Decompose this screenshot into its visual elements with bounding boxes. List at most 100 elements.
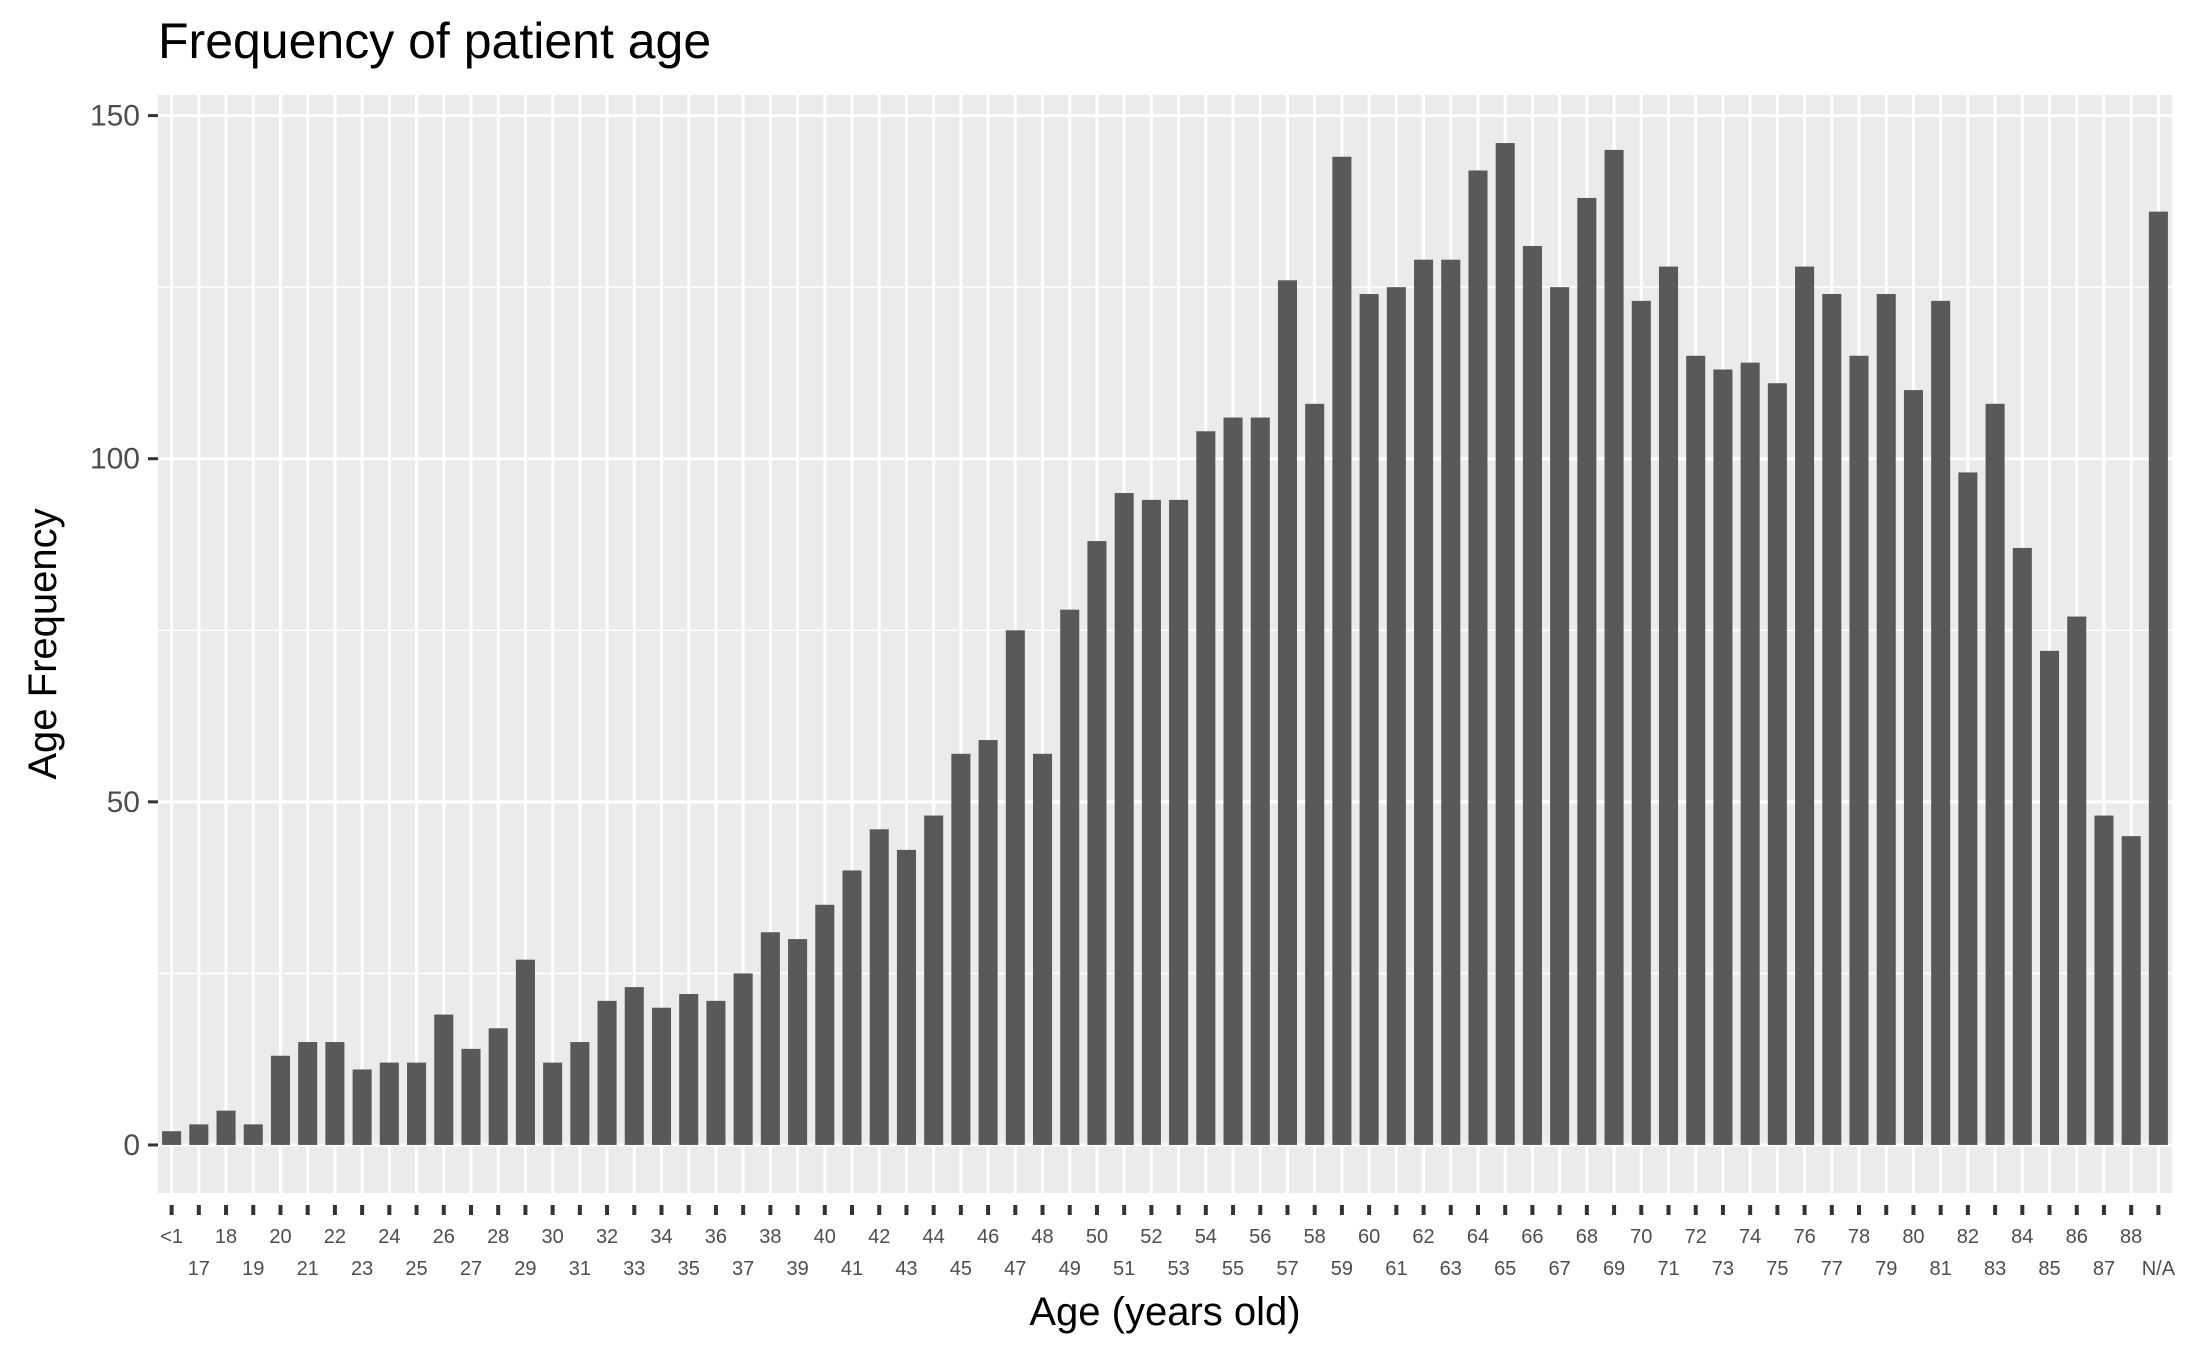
bar [1740, 362, 1760, 1145]
bar [760, 932, 780, 1145]
bar [951, 753, 971, 1145]
x-tick-label: 33 [623, 1258, 645, 1280]
x-tick-label: 53 [1167, 1258, 1189, 1280]
bar [1060, 609, 1080, 1145]
bar [1114, 493, 1134, 1145]
bar [706, 1000, 726, 1145]
x-tick-label: 81 [1930, 1258, 1952, 1280]
y-tick-label: 100 [90, 443, 140, 476]
bar [1822, 294, 1842, 1145]
bar [1931, 300, 1951, 1145]
x-tick-label: 26 [433, 1226, 455, 1248]
chart-title: Frequency of patient age [158, 13, 712, 69]
x-tick-label: 48 [1031, 1226, 1053, 1248]
bar [325, 1042, 345, 1145]
x-tick-label: 45 [950, 1258, 972, 1280]
x-tick-label: 84 [2011, 1226, 2033, 1248]
bar [1169, 499, 1189, 1145]
bar [978, 740, 998, 1145]
x-tick-label: 66 [1521, 1226, 1543, 1248]
x-tick-label: 86 [2066, 1226, 2088, 1248]
y-tick-label: 150 [90, 100, 140, 133]
bar [1468, 170, 1488, 1145]
bar [1550, 287, 1570, 1145]
x-tick-label: 35 [678, 1258, 700, 1280]
x-tick-label: 85 [2038, 1258, 2060, 1280]
bar [1223, 417, 1243, 1145]
bar [1277, 280, 1297, 1145]
bar [216, 1110, 236, 1145]
bar [1250, 417, 1270, 1145]
bar [1332, 156, 1352, 1145]
bar [679, 993, 699, 1145]
x-tick-label: 71 [1657, 1258, 1679, 1280]
bar [2148, 211, 2168, 1145]
bar [270, 1055, 290, 1145]
bar [869, 829, 889, 1145]
x-tick-label: 88 [2120, 1226, 2142, 1248]
x-tick-label: 31 [569, 1258, 591, 1280]
x-tick-label: 61 [1385, 1258, 1407, 1280]
x-tick-label: 39 [786, 1258, 808, 1280]
y-tick-label: 50 [107, 786, 140, 819]
bar [1386, 287, 1406, 1145]
bar [651, 1007, 672, 1145]
bar [2040, 650, 2060, 1145]
bar [352, 1069, 372, 1145]
x-tick-label: 80 [1902, 1226, 1924, 1248]
x-tick-label: 32 [596, 1226, 618, 1248]
x-tick-label: 70 [1630, 1226, 1652, 1248]
bar [461, 1048, 481, 1145]
x-tick-label: 27 [460, 1258, 482, 1280]
x-tick-label: 42 [868, 1226, 890, 1248]
x-tick-label: 29 [514, 1258, 536, 1280]
x-tick-label: 82 [1957, 1226, 1979, 1248]
bar [1196, 431, 1216, 1145]
bar [597, 1000, 617, 1145]
bar [815, 904, 835, 1145]
bar [1849, 355, 1869, 1145]
x-tick-label: 36 [705, 1226, 727, 1248]
x-tick-label: 40 [814, 1226, 836, 1248]
bar [624, 987, 644, 1145]
x-tick-label: 79 [1875, 1258, 1897, 1280]
x-tick-label: 67 [1549, 1258, 1571, 1280]
x-tick-label: 51 [1113, 1258, 1135, 1280]
y-axis: 0 50 100 150 [90, 100, 158, 1162]
x-tick-label: 77 [1821, 1258, 1843, 1280]
bar [1686, 355, 1706, 1145]
bar [1713, 369, 1733, 1145]
bar [2067, 616, 2087, 1145]
plot-panel [158, 95, 2172, 1193]
x-tick-label: 19 [242, 1258, 264, 1280]
x-tick-label: 28 [487, 1226, 509, 1248]
x-tick-label: 60 [1358, 1226, 1380, 1248]
y-tick-label: 0 [123, 1129, 140, 1162]
bar [1141, 499, 1161, 1145]
x-tick-label: 65 [1494, 1258, 1516, 1280]
x-tick-label: 50 [1086, 1226, 1108, 1248]
bar [1876, 294, 1896, 1145]
x-tick-label: 37 [732, 1258, 754, 1280]
x-tick-label: 34 [650, 1226, 672, 1248]
x-tick-label: 54 [1195, 1226, 1217, 1248]
bar [1631, 300, 1651, 1145]
y-axis-title: Age Frequency [21, 508, 65, 779]
bar [379, 1062, 399, 1145]
x-tick-label: 41 [841, 1258, 863, 1280]
bar [1604, 149, 1624, 1145]
x-tick-label: 78 [1848, 1226, 1870, 1248]
x-tick-label: 25 [405, 1258, 427, 1280]
x-tick-label: 62 [1412, 1226, 1434, 1248]
bar [1903, 390, 1923, 1145]
x-tick-label: 24 [378, 1226, 400, 1248]
x-tick-label: 87 [2093, 1258, 2115, 1280]
x-tick-label: 56 [1249, 1226, 1271, 1248]
bar [733, 973, 753, 1145]
x-tick-label: 23 [351, 1258, 373, 1280]
bar [515, 959, 535, 1145]
x-tick-label: 76 [1793, 1226, 1815, 1248]
bar [189, 1124, 209, 1145]
bar [434, 1014, 454, 1145]
